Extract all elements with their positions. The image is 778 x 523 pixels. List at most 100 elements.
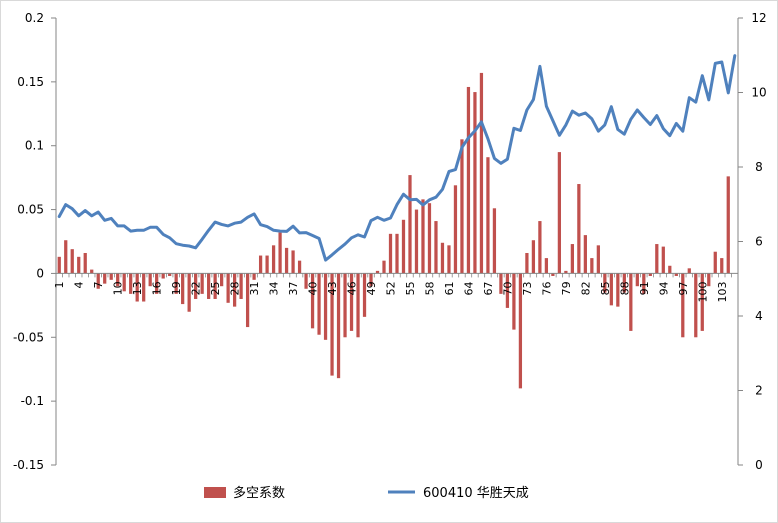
bar (564, 270, 568, 274)
x-tick-label: 40 (307, 281, 320, 295)
bar (271, 245, 276, 274)
bar (168, 273, 172, 276)
bar (174, 273, 178, 294)
bar (83, 252, 87, 274)
x-tick-label: 79 (560, 281, 573, 295)
right-tick-label: 2 (755, 384, 763, 398)
right-tick-label: 4 (755, 309, 763, 323)
bar (486, 157, 490, 274)
x-tick-label: 49 (365, 281, 378, 295)
bar (336, 273, 341, 379)
bar (57, 256, 61, 274)
bar (414, 209, 419, 274)
bar (239, 273, 243, 299)
bar (544, 258, 549, 274)
bar (291, 250, 295, 274)
bar (635, 273, 639, 287)
bar (440, 242, 445, 274)
bar (674, 273, 678, 276)
x-tick-label: 34 (268, 281, 281, 295)
bar (687, 268, 691, 274)
bar (401, 219, 406, 274)
x-tick-label: 22 (190, 281, 203, 295)
bar (479, 72, 484, 274)
bar (226, 273, 230, 303)
x-tick-label: 61 (443, 281, 456, 295)
bar (77, 256, 81, 274)
left-tick-label: -0.05 (13, 330, 44, 344)
bar (278, 232, 282, 274)
bar (220, 273, 224, 287)
bar (356, 273, 360, 338)
x-tick-label: 91 (638, 281, 651, 295)
bar (720, 258, 724, 274)
bar (518, 273, 523, 389)
bar (382, 260, 386, 274)
x-tick-label: 100 (696, 281, 709, 302)
right-tick-label: 8 (755, 160, 763, 174)
bar (135, 273, 139, 302)
bar (648, 273, 652, 276)
x-tick-label: 19 (170, 281, 183, 295)
left-tick-label: 0.2 (25, 11, 44, 25)
bar (70, 249, 74, 274)
bar (310, 273, 315, 329)
bar (297, 260, 302, 274)
bar (609, 273, 613, 306)
x-axis: 1 4 7 10 13 16 19 22 25 28 31 34 37 40 43 46 49 52 55 58 61 6… (53, 272, 739, 302)
bar (90, 269, 94, 274)
x-tick-label: 37 (287, 281, 300, 295)
x-tick-label: 46 (346, 281, 359, 295)
x-tick-label: 58 (423, 281, 436, 295)
bar (232, 273, 237, 307)
bar (265, 255, 269, 274)
legend: 多空系数 600410 华胜天成 (204, 485, 529, 501)
bar (323, 273, 328, 340)
legend-bar-swatch (204, 487, 226, 498)
legend-bar-label: 多空系数 (233, 485, 285, 501)
bar (284, 247, 289, 274)
x-tick-label: 70 (501, 281, 514, 295)
x-tick-label: 94 (657, 281, 670, 295)
bar (460, 139, 464, 274)
x-tick-label: 64 (462, 281, 475, 295)
x-tick-label: 73 (521, 281, 534, 295)
bar (668, 265, 672, 274)
bar (590, 258, 594, 274)
bar (252, 273, 256, 280)
x-tick-label: 85 (599, 281, 612, 295)
bar (142, 273, 146, 302)
bar (148, 273, 152, 287)
x-tick-label: 16 (151, 281, 164, 295)
bar (655, 244, 659, 274)
bar (713, 251, 717, 274)
bar (473, 92, 477, 274)
bar (557, 152, 562, 274)
bar (453, 185, 458, 274)
bar (96, 273, 100, 289)
bar (207, 273, 211, 299)
x-tick-label: 76 (540, 281, 553, 295)
bar (200, 273, 204, 294)
bar (525, 252, 529, 274)
bar (642, 273, 646, 294)
bar (369, 273, 373, 287)
left-y-axis: -0.15 -0.1 -0.05 0 0.05 0.1 0.15 0.2 (13, 11, 57, 472)
right-tick-label: 12 (751, 11, 766, 25)
bar (317, 273, 321, 335)
legend-line-label: 600410 华胜天成 (423, 486, 529, 501)
bar (194, 273, 198, 299)
bar (181, 273, 185, 305)
bar (408, 175, 412, 274)
x-tick-label: 10 (112, 281, 125, 295)
right-tick-label: 6 (755, 235, 763, 249)
bar (570, 244, 574, 274)
x-tick-label: 4 (73, 281, 86, 288)
left-tick-label: 0 (36, 266, 44, 280)
x-tick-label: 55 (404, 281, 417, 295)
bar (512, 273, 516, 330)
right-y-axis: 0 2 4 6 8 10 12 (737, 11, 767, 472)
bar (681, 273, 685, 338)
left-tick-label: 0.1 (25, 139, 44, 153)
